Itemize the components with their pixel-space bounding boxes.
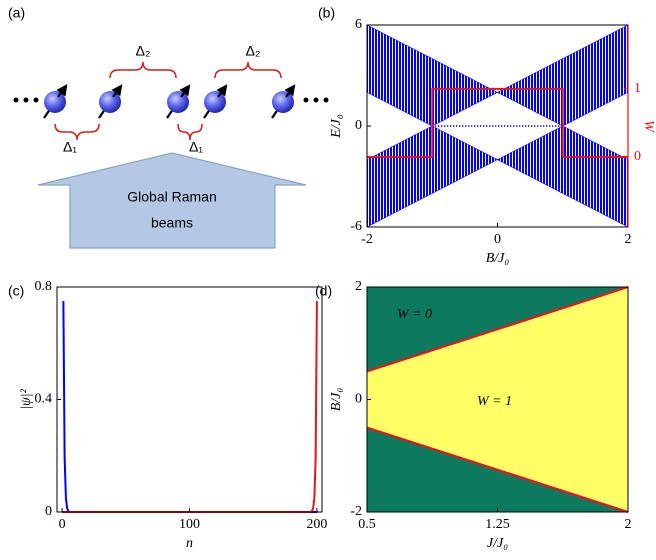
- panel: (c) 0 100 200 0 0.4 0.8 n |ψ|²: [8, 279, 327, 551]
- x-tick-label: -2: [361, 232, 373, 247]
- x-tick-label: 100: [179, 517, 200, 532]
- y2-axis-label: W: [641, 120, 656, 133]
- energy-band: [367, 25, 628, 126]
- gap-label: Δ₂: [246, 43, 261, 59]
- y-axis-label: |ψ|²: [19, 388, 34, 409]
- x-axis-label: J/J₀: [487, 536, 508, 551]
- y-tick-label: -6: [350, 219, 362, 234]
- gap-label: Δ₁: [63, 139, 77, 155]
- beam-label: beams: [151, 215, 193, 231]
- x-tick-label: 0.5: [358, 517, 376, 532]
- energy-band: [367, 126, 628, 227]
- y-tick-label: 0.4: [35, 392, 53, 407]
- panel-label: (d): [315, 283, 332, 299]
- region-label: W = 1: [477, 394, 512, 409]
- gap-label: Δ₁: [189, 139, 203, 155]
- series-line: [62, 301, 317, 512]
- y-tick-label: 0: [355, 118, 362, 133]
- x-tick-label: 2: [625, 232, 632, 247]
- panel: (b) -2 0 2 -6 0 6 0 1 W B/J₀ E/J₀: [318, 5, 656, 267]
- series-line: [63, 301, 317, 512]
- gap-label: Δ₂: [136, 43, 151, 59]
- panel: (d) W = 0 W = 1 0.5 1.25 2 -2 0 2 J/J₀ B/J₀: [315, 279, 632, 551]
- x-tick-label: 200: [306, 517, 327, 532]
- figure: (a) Δ₂ Δ₂ Δ₁ Δ₁ Global Raman beams (b) -2…: [0, 0, 656, 560]
- x-axis-label: B/J₀: [486, 251, 510, 266]
- y2-tick-label: 1: [634, 81, 641, 96]
- x-tick-label: 0: [494, 232, 501, 247]
- x-tick-label: 1.25: [485, 517, 510, 532]
- y-axis-label: E/J₀: [329, 114, 344, 139]
- y-tick-label: 2: [355, 279, 362, 294]
- beam-label: Global Raman: [127, 189, 217, 205]
- x-axis-label: n: [186, 536, 193, 551]
- panel-label: (c): [8, 283, 24, 299]
- x-tick-label: 0: [59, 517, 66, 532]
- y-tick-label: 0.8: [35, 279, 53, 294]
- x-tick-label: 2: [625, 517, 632, 532]
- spins: [44, 86, 294, 118]
- y2-tick-label: 0: [634, 149, 641, 164]
- plot-area: [367, 25, 628, 227]
- panel-label: (b): [318, 5, 335, 21]
- axes-frame: [57, 287, 322, 512]
- y-tick-label: 0: [355, 392, 362, 407]
- panel-label: (a): [8, 5, 25, 21]
- y-axis-label: B/J₀: [329, 388, 344, 412]
- y-tick-label: 6: [355, 17, 362, 32]
- plot-area: [62, 301, 317, 512]
- y-tick-label: -2: [350, 504, 362, 519]
- diagram-a: (a) Δ₂ Δ₂ Δ₁ Δ₁ Global Raman beams: [8, 5, 329, 248]
- y-tick-label: 0: [45, 504, 52, 519]
- region-label: W = 0: [397, 307, 432, 322]
